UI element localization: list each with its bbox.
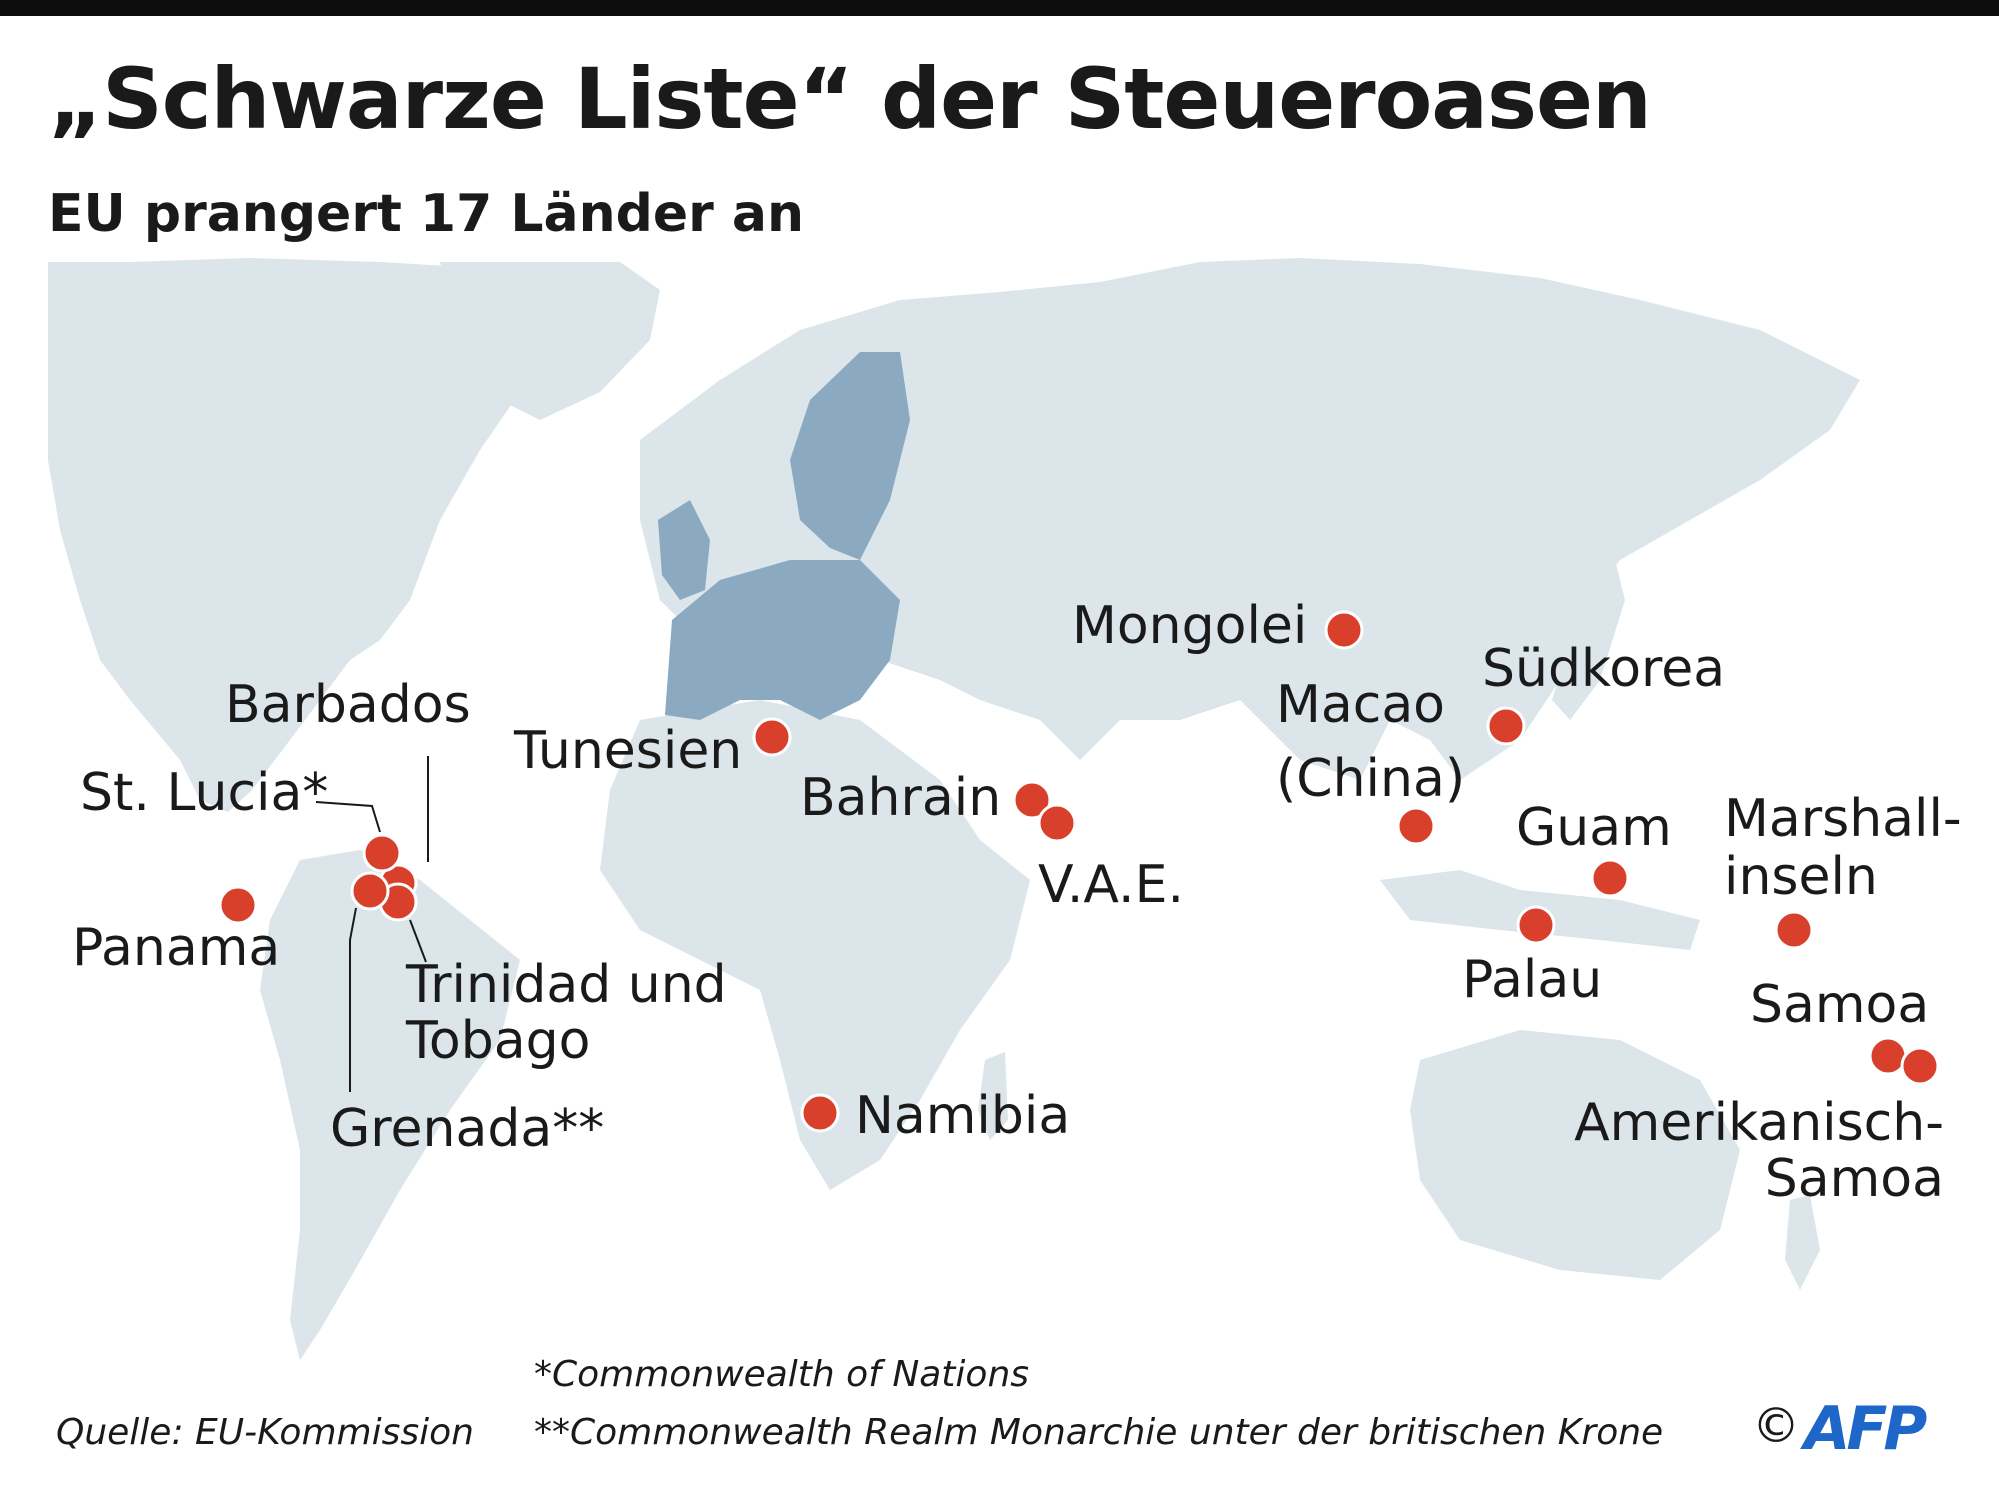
- label-bahrain: Bahrain: [800, 768, 1001, 828]
- land-masses: [48, 258, 1860, 1360]
- label-macao: Macao (China): [1276, 675, 1465, 809]
- marker-macao: [1396, 806, 1436, 846]
- copyright-symbol: ©: [1752, 1398, 1800, 1454]
- marker-marshallinseln: [1774, 910, 1814, 950]
- connector-line: [349, 907, 357, 1092]
- landmass-south-america: [260, 850, 520, 1360]
- landmass-north-america: [48, 258, 600, 812]
- marker-bahrain: [1012, 780, 1052, 820]
- markers: [218, 610, 1940, 1133]
- top-bar: [0, 0, 1999, 16]
- marker-tunesien: [752, 717, 792, 757]
- footnote-realm: **Commonwealth Realm Monarchie unter der…: [534, 1412, 1664, 1453]
- landmass-new-zealand: [1785, 1195, 1820, 1290]
- marker-palau: [1516, 905, 1556, 945]
- landmass-madagascar: [978, 1052, 1008, 1140]
- eu-scandinavia: [790, 352, 910, 560]
- page-subtitle: EU prangert 17 Länder an: [48, 184, 804, 244]
- connector-line: [315, 801, 381, 833]
- marker-amerikanisch-samoa: [1900, 1046, 1940, 1086]
- marker-samoa: [1868, 1036, 1908, 1076]
- label-mongolei: Mongolei: [1072, 596, 1307, 656]
- page-title: „Schwarze Liste“ der Steueroasen: [48, 50, 1652, 148]
- label-palau: Palau: [1462, 950, 1602, 1010]
- labels: Barbados St. Lucia* Panama Trinidad und Toba…: [72, 596, 1962, 1209]
- marker-suedkorea: [1486, 706, 1526, 746]
- marker-st-lucia: [362, 833, 402, 873]
- label-panama: Panama: [72, 918, 280, 978]
- afp-logo: AFP: [1804, 1394, 1927, 1464]
- label-st-lucia: St. Lucia*: [80, 763, 328, 823]
- label-suedkorea: Südkorea: [1482, 639, 1725, 699]
- label-marshallinseln: Marshall-inseln: [1724, 789, 1962, 907]
- landmass-africa: [600, 700, 1030, 1190]
- eu-british-isles: [658, 500, 710, 600]
- eu-continental: [665, 560, 900, 720]
- marker-panama: [218, 885, 258, 925]
- label-vae: V.A.E.: [1038, 855, 1184, 915]
- connector-lines: [315, 756, 429, 1092]
- marker-vae: [1037, 803, 1077, 843]
- label-namibia: Namibia: [855, 1086, 1070, 1146]
- landmass-eurasia: [640, 258, 1860, 780]
- label-barbados: Barbados: [225, 675, 471, 735]
- source-text: Quelle: EU-Kommission: [56, 1412, 474, 1453]
- marker-guam: [1590, 858, 1630, 898]
- label-samoa: Samoa: [1750, 975, 1929, 1035]
- label-grenada: Grenada**: [330, 1099, 604, 1159]
- marker-grenada: [350, 871, 390, 911]
- marker-mongolei: [1324, 610, 1364, 650]
- label-trinidad: Trinidad und Tobago: [405, 955, 727, 1071]
- landmass-australia: [1410, 1030, 1740, 1280]
- eu-region: [658, 352, 910, 720]
- marker-namibia: [800, 1093, 840, 1133]
- landmass-japan: [1552, 540, 1625, 720]
- label-guam: Guam: [1516, 798, 1672, 858]
- label-tunesien: Tunesien: [513, 721, 742, 781]
- label-amerikanisch-samoa: Amerikanisch-Samoa: [1574, 1093, 1944, 1209]
- footnote-commonwealth: *Commonwealth of Nations: [534, 1354, 1030, 1395]
- connector-line: [409, 919, 427, 963]
- landmass-greenland: [440, 262, 660, 420]
